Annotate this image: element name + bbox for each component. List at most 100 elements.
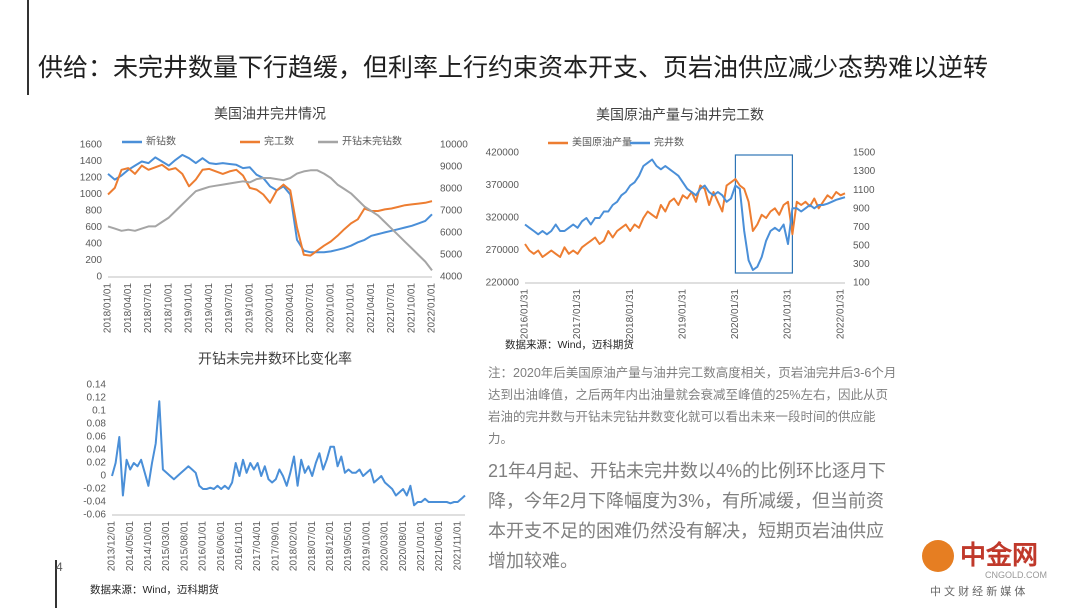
x-tick-label: 2021/01/01 <box>416 521 427 571</box>
x-tick-label: 2019/10/01 <box>244 283 255 333</box>
x-tick-label: 2021/01/01 <box>346 283 357 333</box>
y-tick-label: -0.04 <box>83 497 106 508</box>
series-line <box>111 400 466 507</box>
x-tick-label: 2015/03/01 <box>161 521 172 571</box>
y-tick-label: 0 <box>100 471 106 482</box>
x-tick-label: 2015/08/01 <box>179 521 190 571</box>
y2-tick-label: 1500 <box>853 148 876 159</box>
x-tick-label: 2019/10/01 <box>361 521 372 571</box>
legend-label: 完工数 <box>264 135 294 148</box>
chart-title: 开钻未完井数环比变化率 <box>198 351 352 367</box>
y-tick-label: 200 <box>85 255 102 266</box>
highlight-box <box>734 154 793 274</box>
y-tick-label: 0.12 <box>87 393 107 404</box>
x-tick-label: 2014/05/01 <box>125 521 136 571</box>
x-tick-label: 2020/03/01 <box>380 521 391 571</box>
x-tick-label: 2020/07/01 <box>305 283 316 333</box>
chart-title: 美国油井完井情况 <box>214 106 326 122</box>
y-tick-label: 320000 <box>486 213 520 224</box>
x-tick-label: 2020/10/01 <box>325 283 336 333</box>
legend-label: 美国原油产量 <box>572 136 632 149</box>
x-tick-label: 2016/01/31 <box>520 289 531 339</box>
y-tick-label: 400 <box>85 239 102 250</box>
logo-site: CNGOLD.COM <box>985 570 1048 580</box>
series-line <box>107 153 433 254</box>
y2-tick-label: 5000 <box>440 250 463 261</box>
x-tick-label: 2019/01/01 <box>184 283 195 333</box>
x-tick-label: 2018/04/01 <box>123 283 134 333</box>
y2-tick-label: 1300 <box>853 166 876 177</box>
y-tick-label: 0.04 <box>87 445 107 456</box>
x-tick-label: 2021/01/31 <box>783 289 794 339</box>
x-tick-label: 2016/06/01 <box>216 521 227 571</box>
x-tick-label: 2019/01/31 <box>677 289 688 339</box>
x-tick-label: 2021/07/01 <box>386 283 397 333</box>
y-tick-label: -0.02 <box>83 484 106 495</box>
x-tick-label: 2017/04/01 <box>252 521 263 571</box>
series-line <box>524 178 846 258</box>
source: 数据来源：Wind，迈科期货 <box>505 338 634 351</box>
y-tick-label: 270000 <box>486 245 520 256</box>
y2-tick-label: 6000 <box>440 228 463 239</box>
y-tick-label: 0 <box>96 272 102 283</box>
y2-tick-label: 500 <box>853 240 870 251</box>
legend-label: 开钻未完钻数 <box>342 135 402 148</box>
y-tick-label: 0.06 <box>87 432 107 443</box>
source: 数据来源：Wind，迈科期货 <box>90 583 219 596</box>
x-tick-label: 2020/01/31 <box>730 289 741 339</box>
y2-tick-label: 900 <box>853 203 870 214</box>
series-line <box>107 163 433 257</box>
x-tick-label: 2021/06/01 <box>434 521 445 571</box>
y-tick-label: 600 <box>85 222 102 233</box>
x-tick-label: 2020/04/01 <box>285 283 296 333</box>
x-tick-label: 2018/02/01 <box>289 521 300 571</box>
logo-icon <box>922 540 954 572</box>
note: 注：2020年后美国原油产量与油井完工数高度相关，页岩油完井后3-6个月达到出油… <box>488 366 897 446</box>
y2-tick-label: 100 <box>853 278 870 289</box>
accent-bar <box>27 0 29 95</box>
x-tick-label: 2021/10/01 <box>406 283 417 333</box>
x-tick-label: 2014/10/01 <box>143 521 154 571</box>
y-tick-label: 0.08 <box>87 419 107 430</box>
page-number: 4 <box>56 560 63 574</box>
chart-title: 美国原油产量与油井完工数 <box>596 107 764 123</box>
x-tick-label: 2018/07/01 <box>143 283 154 333</box>
y-tick-label: 1000 <box>80 189 103 200</box>
accent-bar <box>55 560 57 608</box>
x-tick-label: 2019/04/01 <box>204 283 215 333</box>
x-tick-label: 2019/05/01 <box>343 521 354 571</box>
x-tick-label: 2021/11/01 <box>452 521 463 571</box>
y-tick-label: 1400 <box>80 156 103 167</box>
y2-tick-label: 10000 <box>440 140 468 151</box>
x-tick-label: 2018/01/31 <box>625 289 636 339</box>
x-tick-label: 2018/12/01 <box>325 521 336 571</box>
y2-tick-label: 4000 <box>440 272 463 283</box>
x-tick-label: 2021/04/01 <box>366 283 377 333</box>
x-tick-label: 2018/10/01 <box>163 283 174 333</box>
series-line <box>107 169 433 272</box>
logo-slogan: 中 文 财 经 新 媒 体 <box>930 586 1026 598</box>
y-tick-label: 220000 <box>486 278 520 289</box>
y2-tick-label: 7000 <box>440 206 463 217</box>
logo-name: 中金网 <box>960 540 1039 570</box>
y-tick-label: -0.06 <box>83 510 106 521</box>
legend-label: 完井数 <box>654 136 684 149</box>
y-tick-label: 800 <box>85 206 102 217</box>
y2-tick-label: 1100 <box>853 185 875 196</box>
y2-tick-label: 300 <box>853 259 870 270</box>
y-tick-label: 420000 <box>486 148 520 159</box>
y-tick-label: 1600 <box>80 140 103 151</box>
summary: 21年4月起、开钻未完井数以4%的比例环比逐月下降，今年2月下降幅度为3%，有所… <box>488 461 887 571</box>
x-tick-label: 2020/01/01 <box>265 283 276 333</box>
x-tick-label: 2022/01/01 <box>427 283 438 333</box>
x-tick-label: 2016/11/01 <box>234 521 245 571</box>
y2-tick-label: 700 <box>853 222 870 233</box>
x-tick-label: 2016/01/01 <box>198 521 209 571</box>
x-tick-label: 2017/01/31 <box>572 289 583 339</box>
x-tick-label: 2017/09/01 <box>270 521 281 571</box>
y-tick-label: 0.14 <box>87 380 107 391</box>
y-tick-label: 0.02 <box>87 458 107 469</box>
x-tick-label: 2018/07/01 <box>307 521 318 571</box>
